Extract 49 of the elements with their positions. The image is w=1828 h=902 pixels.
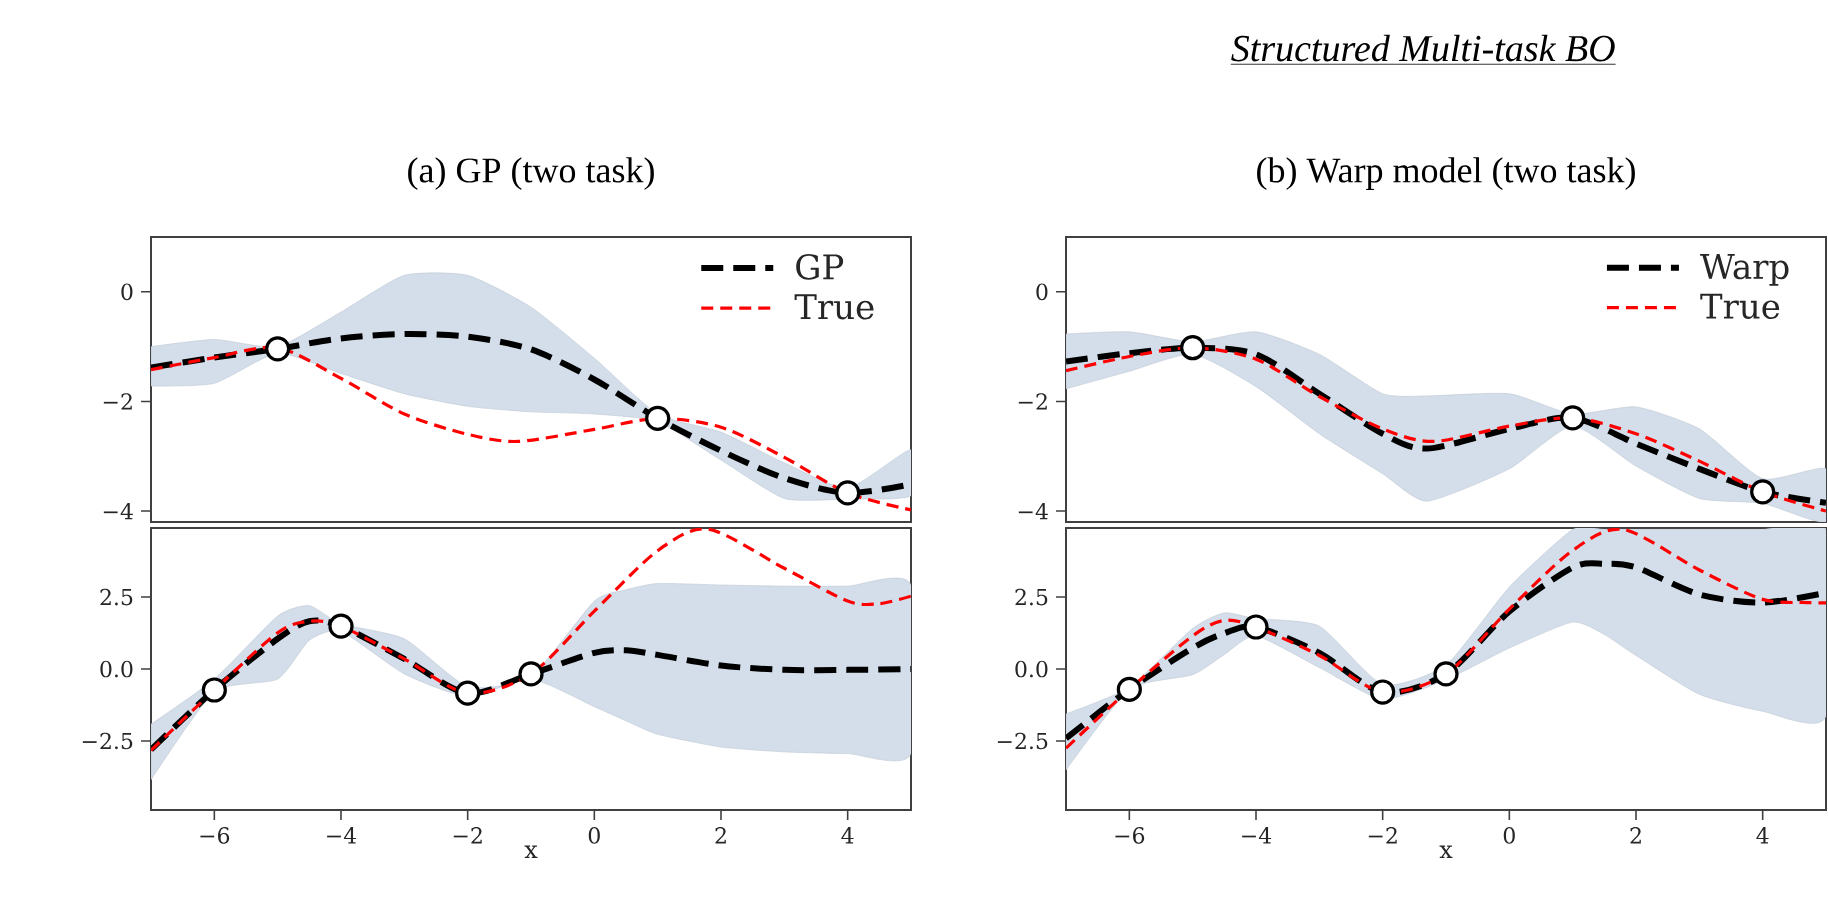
x-tick-label: −2 [1368, 827, 1397, 844]
x-axis-title: x [1439, 845, 1453, 858]
y-tick-label: 0.0 [1015, 660, 1048, 678]
y-tick-label: −2.5 [997, 732, 1048, 750]
x-tick-label: −6 [200, 827, 230, 844]
line-series [151, 345, 911, 512]
y-tick-label: 0.0 [100, 660, 133, 678]
point [328, 613, 354, 639]
x-tick-label: −2 [453, 827, 482, 844]
point [1180, 335, 1206, 361]
point [1750, 479, 1776, 505]
point [518, 661, 544, 687]
x-axis-title: x [524, 845, 538, 858]
point [835, 480, 861, 506]
point [455, 680, 481, 706]
x-tick-label: 0 [1503, 827, 1515, 844]
y-tick-label: −2 [103, 393, 132, 410]
chart-title: (a) GP (two task) [408, 157, 654, 190]
x-tick-label: 2 [1630, 827, 1641, 844]
x-tick-label: 2 [715, 827, 726, 844]
y-tick-label: −2.5 [82, 732, 133, 750]
x-tick-label: 4 [1756, 827, 1769, 844]
point [201, 677, 227, 703]
legend-label: Warp [1700, 253, 1789, 286]
x-tick-label: 4 [841, 827, 854, 844]
y-tick-label: 0 [121, 283, 133, 301]
line-series [151, 528, 911, 753]
point [1116, 676, 1142, 703]
x-tick-label: −4 [327, 827, 357, 844]
y-tick-label: −4 [103, 502, 133, 520]
point [1370, 679, 1396, 705]
x-tick-label: −4 [1242, 827, 1272, 844]
legend-label: True [1700, 293, 1780, 319]
y-tick-label: 2.5 [1015, 588, 1048, 606]
x-tick-label: 0 [588, 827, 600, 844]
point [1560, 405, 1586, 431]
legend-label: GP [796, 253, 844, 280]
point [645, 405, 671, 432]
y-tick-label: −2 [1018, 393, 1047, 410]
legend-label: True [794, 294, 874, 320]
point [265, 336, 291, 362]
y-tick-label: −4 [1018, 502, 1048, 520]
point [1433, 661, 1459, 687]
y-tick-label: 2.5 [100, 588, 133, 606]
text: Structured Multi-task BO [1231, 34, 1615, 62]
y-tick-label: 0 [1036, 283, 1048, 301]
x-tick-label: −6 [1115, 827, 1145, 844]
point [1243, 614, 1269, 640]
chart-title: (b) Warp model (two task) [1257, 157, 1635, 190]
